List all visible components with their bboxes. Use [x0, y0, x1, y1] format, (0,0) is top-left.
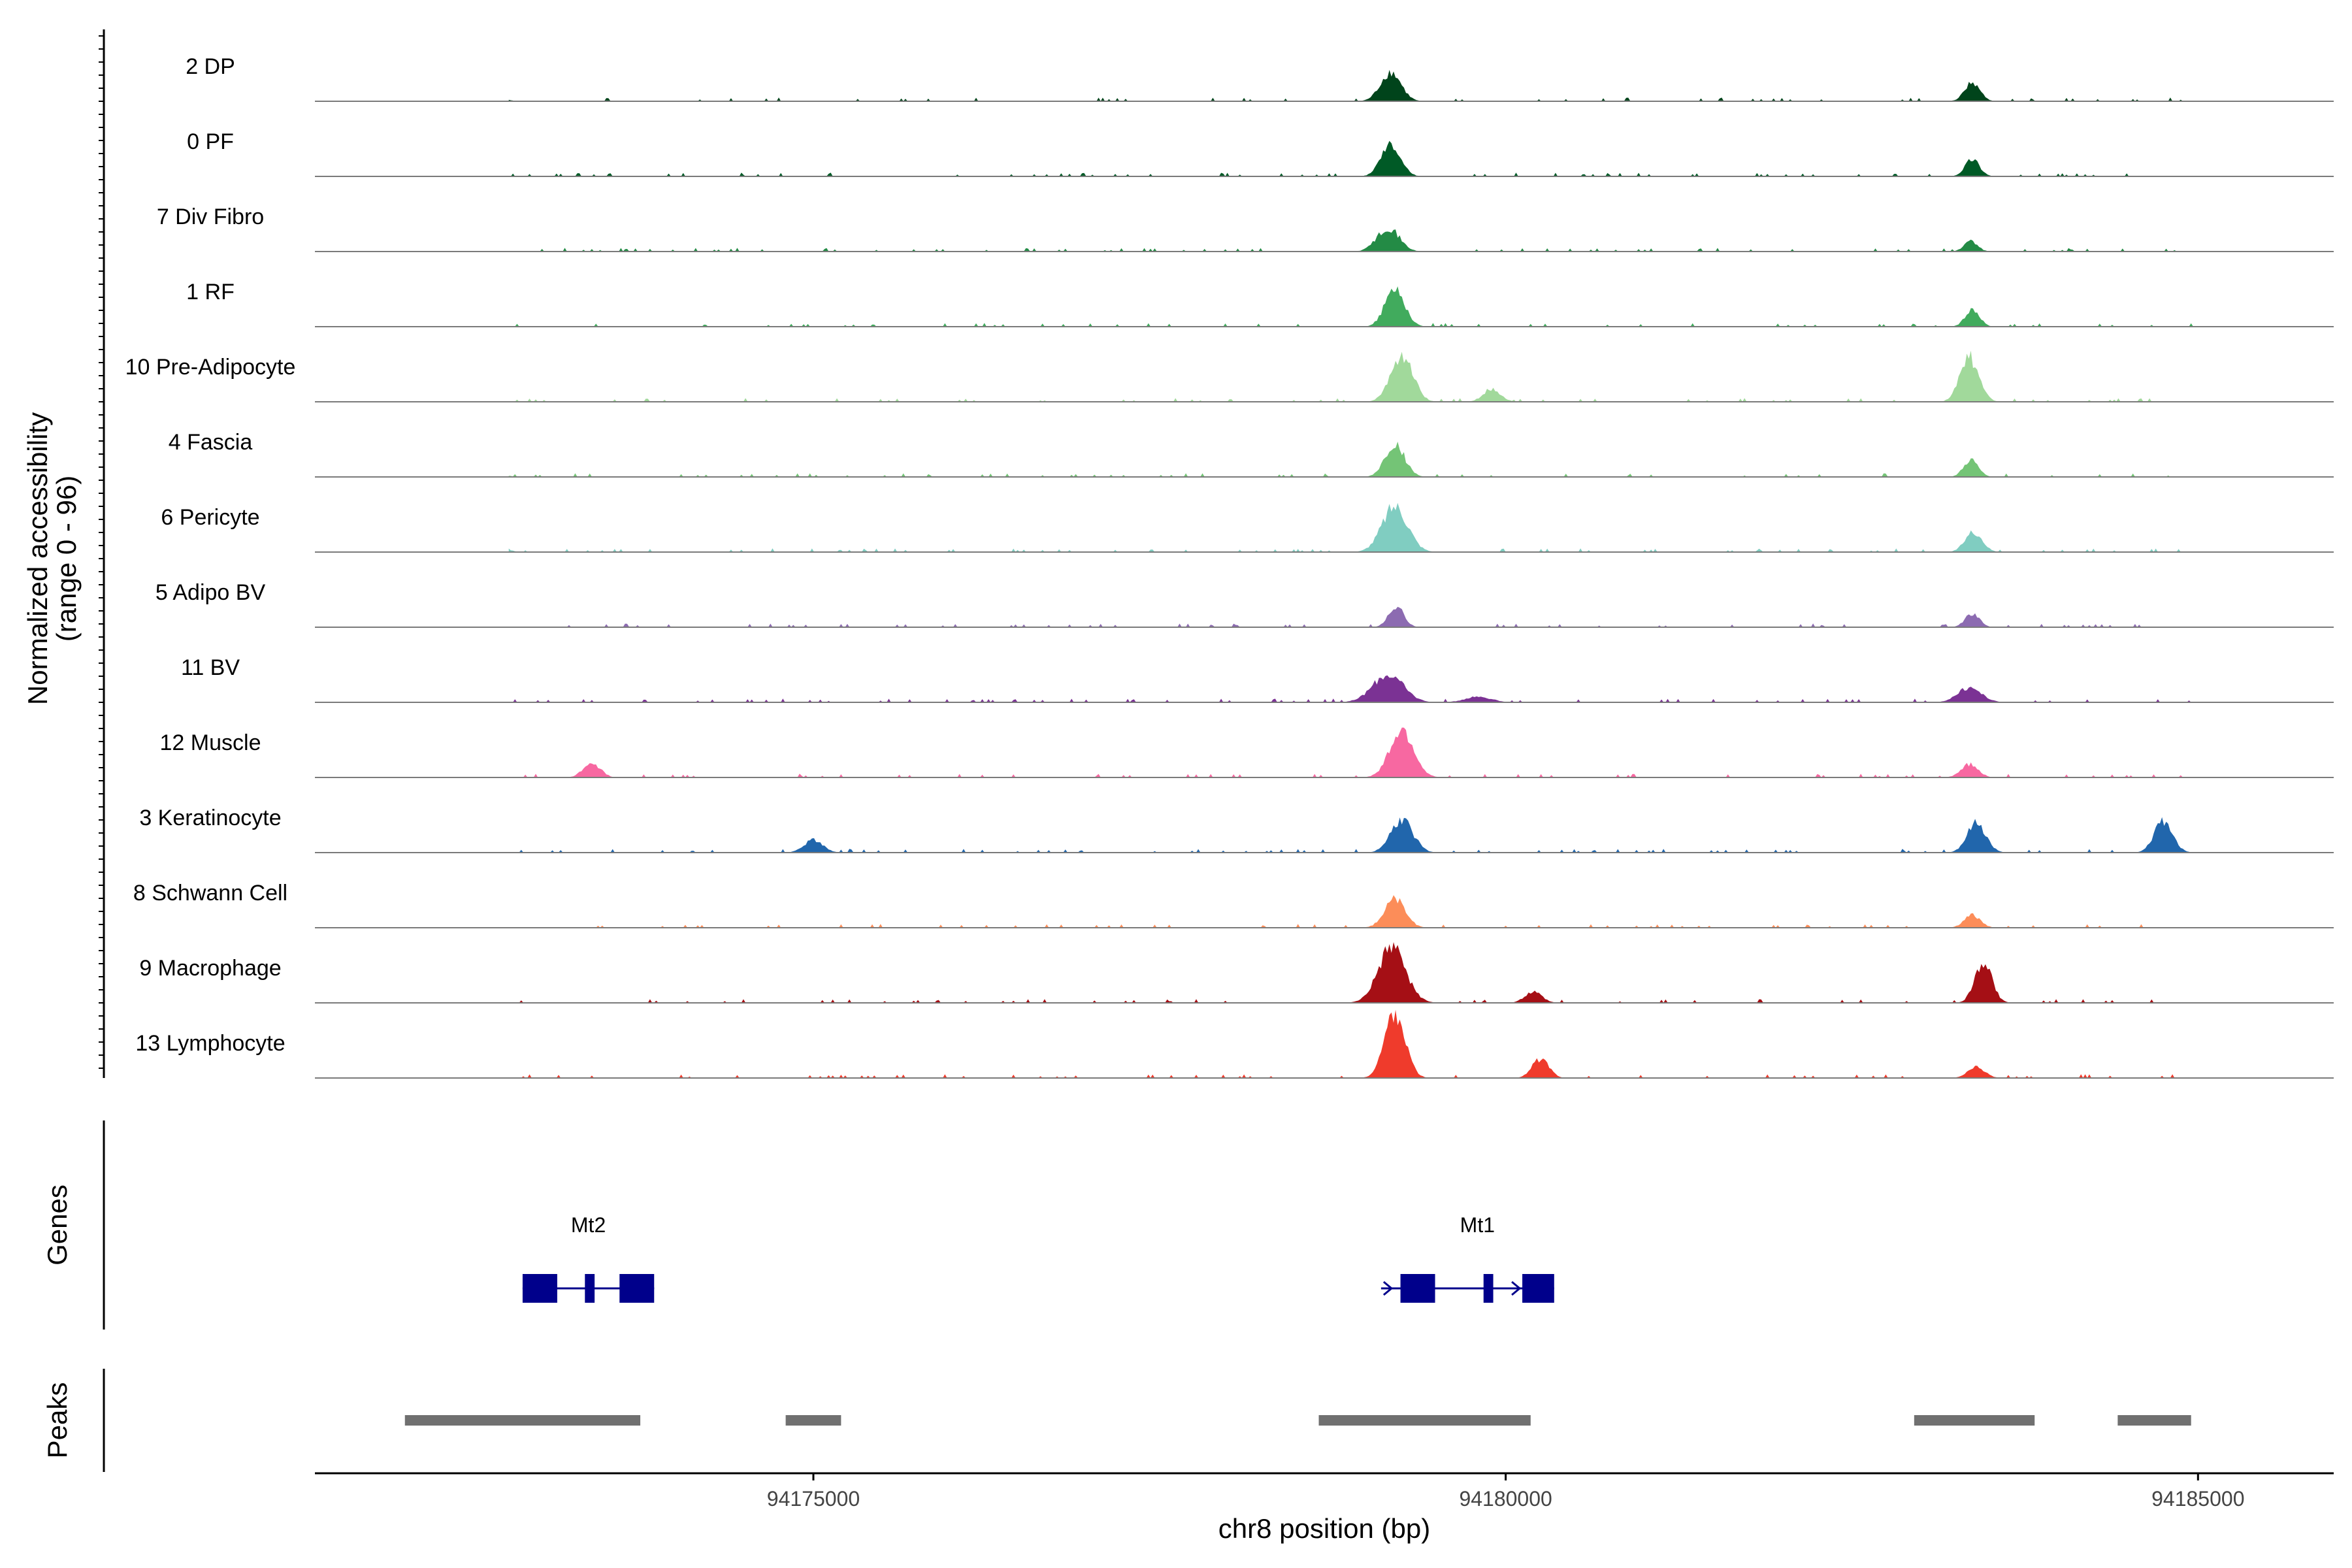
gene-exon [619, 1274, 655, 1303]
y-axis-title-range: (range 0 - 96) [51, 476, 82, 642]
coverage-y-axis-ticks [99, 35, 104, 1069]
track-label: 0 PF [187, 129, 234, 154]
gene-exon [522, 1274, 557, 1303]
coverage-area-1 [508, 140, 2196, 176]
y-axis-title: Normalized accessibility (range 0 - 96) [22, 412, 82, 705]
gene-mt2: Mt2 [522, 1213, 655, 1303]
track-label: 7 Div Fibro [157, 204, 264, 229]
track-label: 5 Adipo BV [155, 580, 266, 605]
peaks-panel-label: Peaks [42, 1382, 73, 1459]
track-label: 1 RF [186, 280, 235, 304]
track-3: 1 RF [186, 280, 2334, 327]
track-1: 0 PF [187, 129, 2334, 177]
strand-arrow [1511, 1281, 1522, 1296]
peak-region-bar [2117, 1415, 2191, 1426]
coverage-area-2 [508, 229, 2196, 252]
gene-exon [1522, 1274, 1554, 1303]
track-label: 11 BV [181, 655, 240, 680]
track-10: 3 Keratinocyte [139, 806, 2334, 853]
peak-region-bar [1318, 1415, 1531, 1426]
coverage-area-7 [508, 606, 2196, 627]
track-5: 4 Fascia [169, 430, 2334, 478]
strand-arrow [1382, 1281, 1394, 1296]
coverage-area-5 [508, 442, 2196, 477]
track-label: 3 Keratinocyte [139, 806, 281, 830]
track-label: 2 DP [186, 54, 235, 79]
track-0: 2 DP [186, 54, 2334, 102]
track-label: 12 Muscle [160, 730, 261, 755]
track-2: 7 Div Fibro [157, 204, 2334, 252]
coverage-area-11 [508, 895, 2196, 928]
coverage-area-0 [508, 70, 2196, 101]
track-8: 11 BV [181, 655, 2334, 703]
track-label: 8 Schwann Cell [133, 881, 287, 906]
track-label: 13 Lymphocyte [135, 1031, 285, 1056]
track-12: 9 Macrophage [139, 942, 2334, 1004]
track-6: 6 Pericyte [161, 502, 2334, 553]
x-tick-label: 94180000 [1459, 1487, 1552, 1511]
coverage-area-9 [508, 727, 2196, 777]
gene-annotation-track: Mt2 Mt1 [522, 1213, 1554, 1303]
gene-exon [1400, 1274, 1435, 1303]
x-axis-ticks: 94175000 94180000 94185000 [767, 1473, 2244, 1511]
x-axis-title: chr8 position (bp) [1218, 1513, 1431, 1544]
gene-exon [1483, 1274, 1494, 1303]
gene-mt1: Mt1 [1380, 1213, 1554, 1303]
gene-exon [585, 1274, 595, 1303]
peak-regions-track [404, 1415, 2191, 1426]
peak-region-bar [404, 1415, 641, 1426]
track-13: 13 Lymphocyte [135, 1009, 2334, 1079]
gene-label: Mt1 [1460, 1213, 1495, 1237]
track-label: 9 Macrophage [139, 956, 281, 981]
coverage-area-4 [508, 350, 2196, 402]
coverage-area-8 [508, 675, 2196, 702]
gene-label: Mt2 [571, 1213, 606, 1237]
peak-region-bar [1914, 1415, 2035, 1426]
coverage-area-10 [508, 817, 2196, 853]
coverage-area-6 [508, 502, 2196, 552]
coverage-area-13 [508, 1009, 2196, 1078]
track-7: 5 Adipo BV [155, 580, 2334, 628]
track-label: 10 Pre-Adipocyte [125, 355, 296, 380]
x-tick-label: 94175000 [767, 1487, 860, 1511]
y-axis-title-main: Normalized accessibility [22, 412, 53, 705]
track-9: 12 Muscle [160, 727, 2334, 778]
track-label: 4 Fascia [169, 430, 253, 455]
track-label: 6 Pericyte [161, 505, 259, 530]
x-tick-label: 94185000 [2151, 1487, 2244, 1511]
peak-region-bar [785, 1415, 841, 1426]
track-4: 10 Pre-Adipocyte [125, 350, 2334, 402]
coverage-area-3 [508, 286, 2196, 327]
track-11: 8 Schwann Cell [133, 881, 2334, 928]
coverage-area-12 [508, 942, 2196, 1003]
coverage-tracks: 2 DP 0 PF 7 Div Fibro 1 RF 10 Pre-Adipocyte 4… [125, 54, 2334, 1079]
genes-panel-label: Genes [42, 1184, 73, 1266]
